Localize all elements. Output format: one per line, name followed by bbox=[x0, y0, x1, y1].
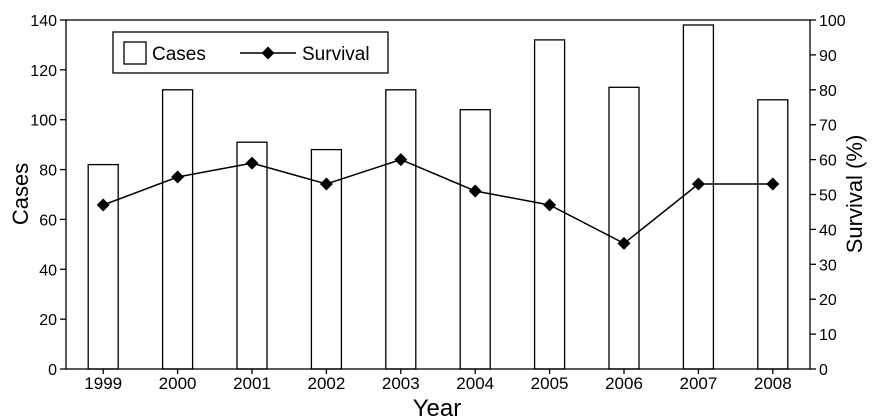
line-layer bbox=[96, 153, 780, 250]
survival-point-2007 bbox=[691, 177, 705, 191]
y-right-tick-label: 90 bbox=[819, 48, 837, 65]
x-tick-label-2006: 2006 bbox=[605, 374, 643, 393]
y-axis-left-title: Cases bbox=[8, 163, 33, 225]
bar-2001 bbox=[236, 141, 268, 370]
legend-survival-label: Survival bbox=[302, 44, 370, 65]
bar-2000 bbox=[161, 89, 194, 370]
survival-point-2006 bbox=[617, 236, 631, 250]
survival-point-2005 bbox=[543, 198, 557, 212]
survival-point-2003 bbox=[394, 153, 408, 167]
y-right-tick-label: 80 bbox=[819, 83, 837, 100]
y-right-tick-label: 20 bbox=[819, 292, 837, 309]
y-right-tick-label: 70 bbox=[819, 118, 837, 135]
bar-2007 bbox=[682, 24, 715, 370]
x-tick-label-2000: 2000 bbox=[159, 374, 197, 393]
survival-point-2008 bbox=[766, 177, 780, 191]
y-right-tick-label: 50 bbox=[819, 188, 837, 205]
bar-2004 bbox=[459, 109, 491, 370]
survival-point-2002 bbox=[319, 177, 333, 191]
bar-1999 bbox=[87, 163, 119, 370]
legend-cases-label: Cases bbox=[152, 44, 206, 65]
survival-point-2001 bbox=[245, 156, 259, 170]
bar-2002 bbox=[310, 148, 343, 370]
x-axis-title: Year bbox=[413, 395, 462, 418]
y-left-tick-label: 40 bbox=[39, 262, 57, 279]
y-left-tick-label: 140 bbox=[30, 13, 57, 30]
survival-line bbox=[102, 158, 773, 245]
bars-layer bbox=[87, 24, 789, 370]
y-axis-right-title: Survival (%) bbox=[842, 135, 867, 254]
axes-layer: 0 20 40 60 80 100 120 140 0 10 20 30 40 50 60 70 80 90 100… bbox=[30, 13, 846, 393]
y-left-tick-label: 80 bbox=[39, 163, 57, 180]
y-right-tick-label: 60 bbox=[819, 153, 837, 170]
y-right-tick-label: 30 bbox=[819, 257, 837, 274]
x-tick-label-1999: 1999 bbox=[84, 374, 122, 393]
x-tick-label-2004: 2004 bbox=[456, 374, 494, 393]
y-left-tick-label: 120 bbox=[30, 63, 57, 80]
y-left-tick-label: 20 bbox=[39, 312, 57, 329]
legend-survival-marker bbox=[261, 46, 275, 60]
y-left-tick-label: 0 bbox=[48, 362, 57, 379]
y-left-tick-label: 60 bbox=[39, 212, 57, 229]
x-tick-label-2002: 2002 bbox=[307, 374, 345, 393]
y-right-tick-label: 10 bbox=[819, 327, 837, 344]
survival-point-2004 bbox=[468, 184, 482, 198]
x-tick-label-2005: 2005 bbox=[531, 374, 569, 393]
bar-2008 bbox=[757, 99, 789, 370]
legend-cases-swatch bbox=[123, 41, 147, 65]
y-right-tick-label: 100 bbox=[819, 13, 846, 30]
legend: Cases Survival bbox=[112, 31, 389, 74]
x-tick-label-2007: 2007 bbox=[679, 374, 717, 393]
x-tick-label-2001: 2001 bbox=[233, 374, 271, 393]
y-right-tick-label: 0 bbox=[819, 362, 828, 379]
survival-point-2000 bbox=[171, 170, 185, 184]
y-left-tick-label: 100 bbox=[30, 113, 57, 130]
bar-2003 bbox=[385, 89, 417, 370]
x-tick-label-2003: 2003 bbox=[382, 374, 420, 393]
x-tick-label-2008: 2008 bbox=[754, 374, 792, 393]
y-right-tick-label: 40 bbox=[819, 222, 837, 239]
survival-point-1999 bbox=[96, 198, 110, 212]
bar-2006 bbox=[608, 86, 640, 370]
